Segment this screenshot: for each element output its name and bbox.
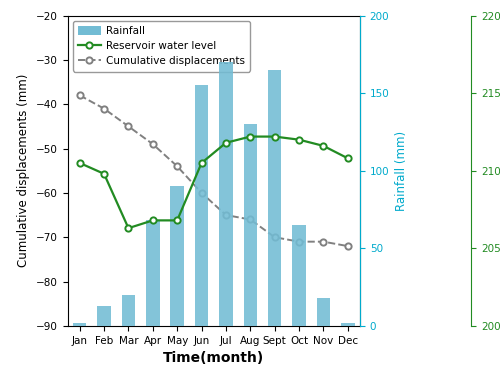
Bar: [316, 298, 330, 326]
Bar: [268, 70, 281, 326]
Bar: [292, 225, 306, 326]
X-axis label: Time(month): Time(month): [163, 351, 264, 365]
Bar: [73, 323, 86, 326]
Y-axis label: Rainfall (mm): Rainfall (mm): [395, 131, 408, 211]
Bar: [98, 306, 111, 326]
Y-axis label: Cumulative displacements (mm): Cumulative displacements (mm): [18, 74, 30, 267]
Bar: [122, 295, 135, 326]
Bar: [170, 186, 184, 326]
Bar: [146, 220, 160, 326]
Bar: [244, 124, 257, 326]
Bar: [195, 85, 208, 326]
Bar: [341, 323, 354, 326]
Bar: [219, 62, 232, 326]
Legend: Rainfall, Reservoir water level, Cumulative displacements: Rainfall, Reservoir water level, Cumulat…: [72, 21, 250, 71]
